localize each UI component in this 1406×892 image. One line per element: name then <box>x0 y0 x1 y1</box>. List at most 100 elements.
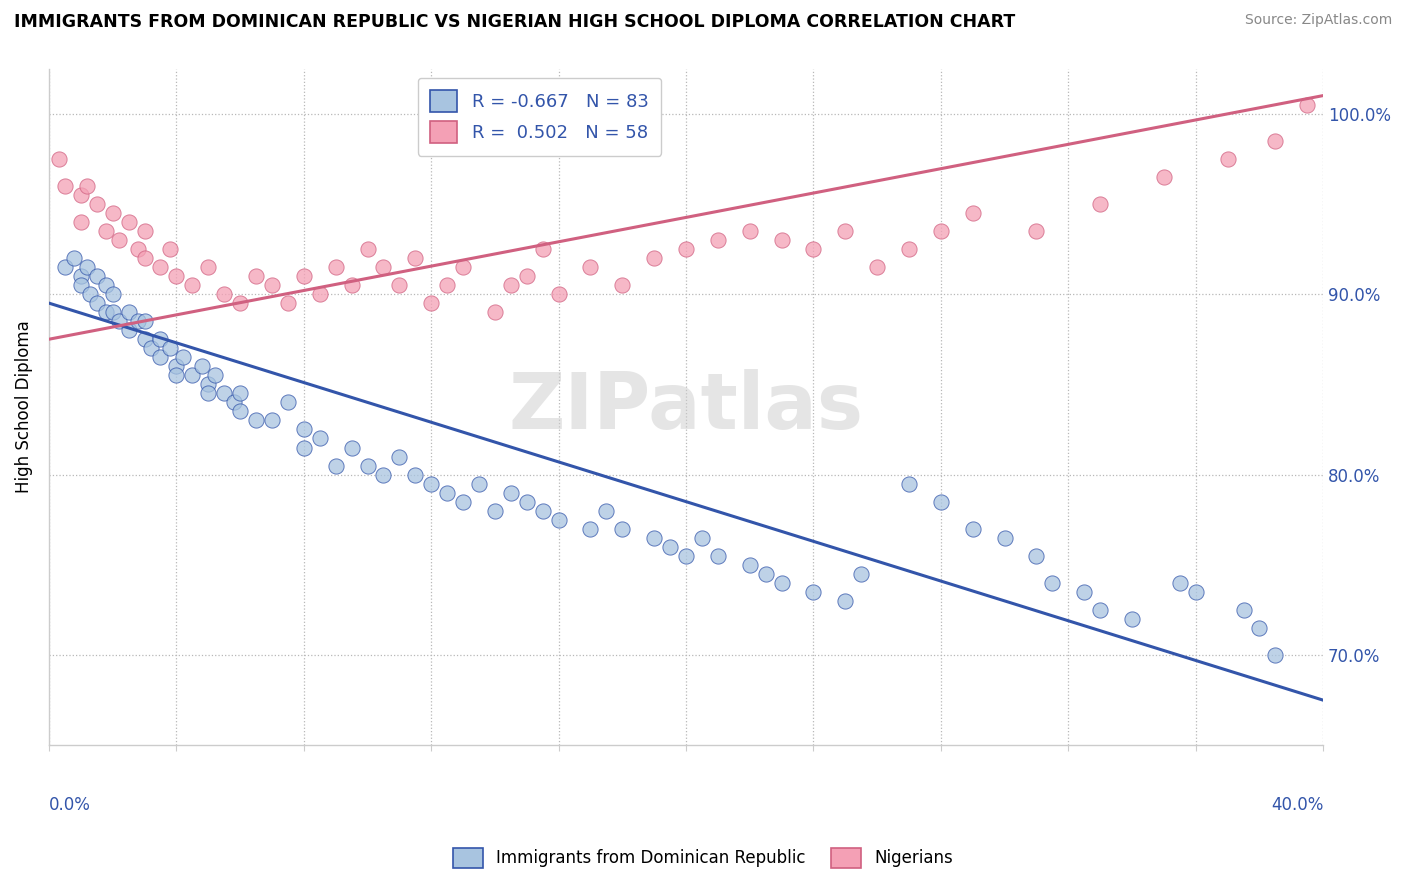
Point <box>53 178 76 193</box>
Point <box>277 296 299 310</box>
Point <box>127 242 149 256</box>
Point <box>356 242 378 256</box>
Point <box>117 305 139 319</box>
Point <box>1040 575 1063 590</box>
Point <box>69 268 91 283</box>
Point <box>229 404 252 418</box>
Point <box>547 513 569 527</box>
Point <box>468 476 491 491</box>
Point <box>134 332 156 346</box>
Point <box>165 368 187 383</box>
Point <box>499 278 522 293</box>
Point <box>165 268 187 283</box>
Point <box>101 287 124 301</box>
Point <box>1088 197 1111 211</box>
Point <box>340 278 363 293</box>
Point <box>212 386 235 401</box>
Point <box>108 233 131 247</box>
Point <box>245 413 267 427</box>
Point <box>595 503 617 517</box>
Point <box>436 278 458 293</box>
Point <box>101 305 124 319</box>
Point <box>1025 549 1047 563</box>
Point <box>420 476 443 491</box>
Point <box>1073 585 1095 599</box>
Point <box>139 341 162 355</box>
Point <box>134 224 156 238</box>
Point <box>149 260 172 274</box>
Point <box>547 287 569 301</box>
Point <box>1184 585 1206 599</box>
Point <box>69 278 91 293</box>
Point <box>134 314 156 328</box>
Point <box>229 296 252 310</box>
Point <box>1264 134 1286 148</box>
Point <box>181 278 204 293</box>
Point <box>127 314 149 328</box>
Point <box>245 268 267 283</box>
Point <box>451 260 474 274</box>
Legend: R = -0.667   N = 83, R =  0.502   N = 58: R = -0.667 N = 83, R = 0.502 N = 58 <box>418 78 661 156</box>
Point <box>165 359 187 374</box>
Point <box>172 351 194 365</box>
Point <box>643 251 665 265</box>
Point <box>159 341 181 355</box>
Point <box>325 458 347 473</box>
Point <box>531 242 554 256</box>
Point <box>929 494 952 508</box>
Point <box>1264 648 1286 662</box>
Point <box>388 278 411 293</box>
Point <box>929 224 952 238</box>
Point <box>96 224 118 238</box>
Point <box>308 287 330 301</box>
Point <box>197 377 219 392</box>
Point <box>260 413 283 427</box>
Y-axis label: High School Diploma: High School Diploma <box>15 320 32 493</box>
Point <box>308 432 330 446</box>
Point <box>738 224 761 238</box>
Point <box>531 503 554 517</box>
Point <box>117 215 139 229</box>
Point <box>707 233 730 247</box>
Point <box>484 305 506 319</box>
Point <box>579 522 602 536</box>
Point <box>373 467 395 482</box>
Point <box>292 422 315 436</box>
Point <box>404 251 426 265</box>
Point <box>866 260 889 274</box>
Point <box>451 494 474 508</box>
Point <box>86 197 108 211</box>
Point <box>1153 169 1175 184</box>
Point <box>834 594 856 608</box>
Point <box>48 152 70 166</box>
Point <box>101 206 124 220</box>
Point <box>579 260 602 274</box>
Point <box>388 450 411 464</box>
Point <box>76 260 98 274</box>
Point <box>149 351 172 365</box>
Point <box>222 395 245 409</box>
Point <box>1025 224 1047 238</box>
Point <box>69 215 91 229</box>
Point <box>260 278 283 293</box>
Point <box>1216 152 1239 166</box>
Point <box>212 287 235 301</box>
Point <box>204 368 226 383</box>
Point <box>834 224 856 238</box>
Point <box>340 441 363 455</box>
Point <box>898 476 921 491</box>
Point <box>197 260 219 274</box>
Point <box>108 314 131 328</box>
Point <box>436 485 458 500</box>
Legend: Immigrants from Dominican Republic, Nigerians: Immigrants from Dominican Republic, Nige… <box>446 841 960 875</box>
Point <box>803 585 825 599</box>
Point <box>86 268 108 283</box>
Point <box>803 242 825 256</box>
Point <box>76 178 98 193</box>
Point <box>659 540 682 554</box>
Point <box>53 260 76 274</box>
Point <box>1121 612 1143 626</box>
Text: IMMIGRANTS FROM DOMINICAN REPUBLIC VS NIGERIAN HIGH SCHOOL DIPLOMA CORRELATION C: IMMIGRANTS FROM DOMINICAN REPUBLIC VS NI… <box>14 13 1015 31</box>
Point <box>96 305 118 319</box>
Point <box>499 485 522 500</box>
